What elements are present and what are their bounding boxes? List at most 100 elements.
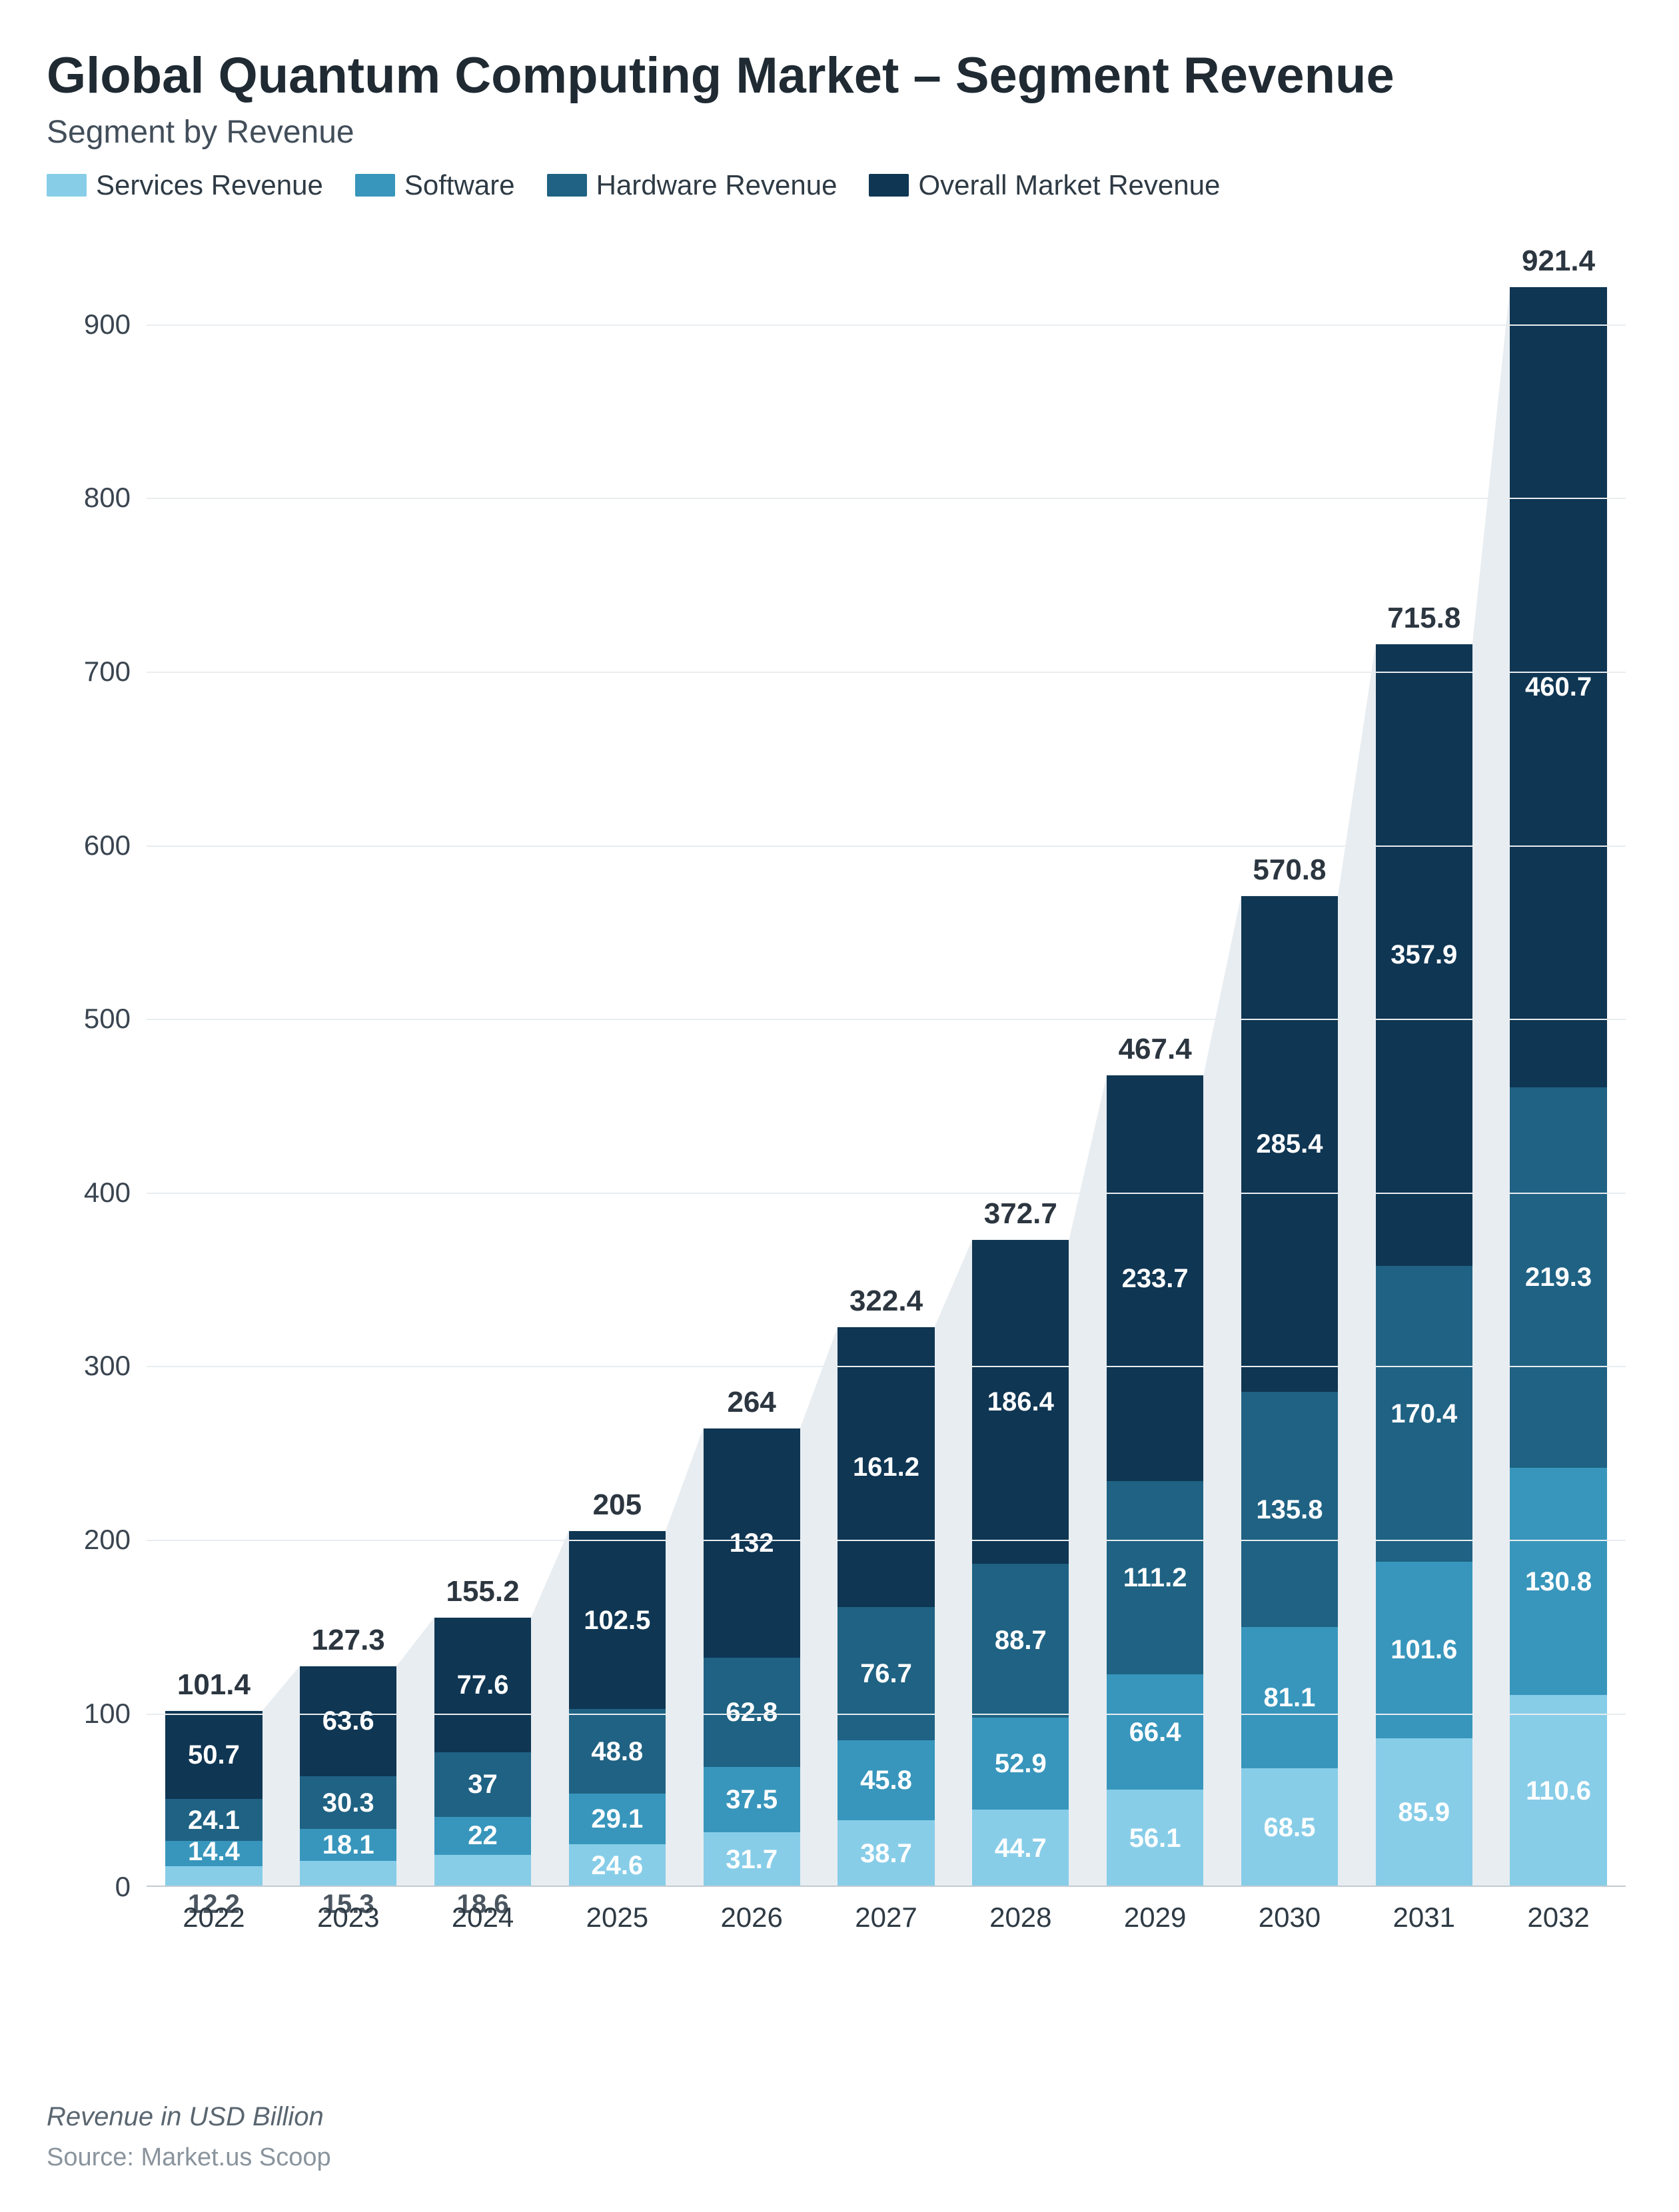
gridline xyxy=(147,498,1626,499)
legend-swatch xyxy=(47,174,87,197)
segment-value-label: 76.7 xyxy=(838,1660,934,1687)
segment-value-label: 66.4 xyxy=(1107,1719,1203,1746)
segment-value-label: 37 xyxy=(434,1771,531,1798)
bar-segment: 101.6 xyxy=(1376,1562,1472,1738)
segment-value-label: 110.6 xyxy=(1510,1778,1606,1804)
x-tick-label: 2027 xyxy=(819,1887,953,1934)
legend-item: Services Revenue xyxy=(47,169,323,201)
segment-value-label: 38.7 xyxy=(838,1840,934,1867)
segment-value-label: 101.6 xyxy=(1376,1636,1472,1663)
bar-segment: 14.4 xyxy=(165,1841,262,1866)
segment-value-label: 233.7 xyxy=(1107,1265,1203,1292)
gridline xyxy=(147,1193,1626,1194)
segment-value-label: 18.1 xyxy=(300,1832,396,1858)
segment-value-label: 132 xyxy=(704,1530,800,1556)
bar-segment: 357.9 xyxy=(1376,644,1472,1266)
gridline xyxy=(147,1540,1626,1541)
legend-label: Software xyxy=(404,169,515,201)
gridline xyxy=(147,324,1626,326)
segment-value-label: 102.5 xyxy=(569,1607,666,1634)
chart-title: Global Quantum Computing Market – Segmen… xyxy=(47,47,1632,105)
segment-value-label: 460.7 xyxy=(1510,674,1606,700)
bar-total-label: 127.3 xyxy=(300,1624,396,1657)
gridline xyxy=(147,1366,1626,1367)
bar-segment: 170.4 xyxy=(1376,1266,1472,1562)
segment-value-label: 22 xyxy=(434,1822,531,1849)
segment-value-label: 186.4 xyxy=(972,1388,1069,1415)
legend-swatch xyxy=(869,174,909,197)
x-tick-label: 2023 xyxy=(281,1887,416,1934)
bar-segment: 132 xyxy=(704,1428,800,1658)
bar-segment: 219.3 xyxy=(1510,1087,1606,1468)
bar-segment: 102.5 xyxy=(569,1531,666,1709)
legend-swatch xyxy=(355,174,395,197)
legend: Services Revenue Software Hardware Revenue… xyxy=(47,169,1632,201)
y-tick-label: 700 xyxy=(84,656,147,688)
plot-area: 12.214.424.150.7101.415.318.130.363.6127… xyxy=(147,255,1626,1887)
segment-value-label: 85.9 xyxy=(1376,1799,1472,1826)
x-tick-label: 2026 xyxy=(684,1887,819,1934)
bar-segment xyxy=(434,1855,531,1887)
legend-label: Services Revenue xyxy=(96,169,323,201)
gridline xyxy=(147,672,1626,673)
legend-item: Hardware Revenue xyxy=(547,169,838,201)
bar-segment: 38.7 xyxy=(838,1820,934,1888)
y-tick-label: 100 xyxy=(84,1698,147,1730)
gridline xyxy=(147,1019,1626,1020)
segment-value-label: 45.8 xyxy=(838,1767,934,1794)
bar-total-label: 715.8 xyxy=(1376,602,1472,635)
bar-segment: 56.1 xyxy=(1107,1790,1203,1887)
x-tick-label: 2025 xyxy=(550,1887,684,1934)
segment-value-label: 63.6 xyxy=(300,1708,396,1734)
bar-segment: 285.4 xyxy=(1241,896,1338,1392)
bar-segment: 37 xyxy=(434,1752,531,1816)
chart-subtitle: Segment by Revenue xyxy=(47,114,1632,151)
legend-label: Hardware Revenue xyxy=(596,169,838,201)
y-tick-label: 200 xyxy=(84,1524,147,1556)
bar-total-label: 570.8 xyxy=(1241,853,1338,887)
chart: 12.214.424.150.7101.415.318.130.363.6127… xyxy=(47,228,1632,1987)
bar-segment: 44.7 xyxy=(972,1810,1069,1888)
segment-value-label: 130.8 xyxy=(1510,1568,1606,1595)
segment-value-label: 52.9 xyxy=(972,1750,1069,1777)
bar-segment: 68.5 xyxy=(1241,1768,1338,1888)
bar-segment: 18.1 xyxy=(300,1829,396,1860)
segment-value-label: 68.5 xyxy=(1241,1814,1338,1841)
bar-segment: 48.8 xyxy=(569,1709,666,1794)
segment-value-label: 48.8 xyxy=(569,1738,666,1765)
y-tick-label: 600 xyxy=(84,830,147,861)
segment-value-label: 24.1 xyxy=(165,1807,262,1834)
segment-value-label: 37.5 xyxy=(704,1786,800,1813)
bar-segment: 460.7 xyxy=(1510,287,1606,1087)
bar-segment: 24.6 xyxy=(569,1844,666,1887)
bar-segment: 37.5 xyxy=(704,1767,800,1832)
segment-value-label: 24.6 xyxy=(569,1852,666,1879)
segment-value-label: 44.7 xyxy=(972,1835,1069,1862)
bar-segment xyxy=(300,1861,396,1888)
source-line: Source: Market.us Scoop xyxy=(47,2143,331,2172)
segment-value-label: 81.1 xyxy=(1241,1684,1338,1711)
bar-segment: 88.7 xyxy=(972,1564,1069,1718)
bar-segment: 50.7 xyxy=(165,1711,262,1799)
segment-value-label: 88.7 xyxy=(972,1627,1069,1654)
bars-layer: 12.214.424.150.7101.415.318.130.363.6127… xyxy=(147,255,1626,1887)
bar-total-label: 921.4 xyxy=(1510,245,1606,278)
segment-value-label: 29.1 xyxy=(569,1806,666,1832)
gridline xyxy=(147,845,1626,847)
bar-segment: 111.2 xyxy=(1107,1481,1203,1674)
segment-value-label: 62.8 xyxy=(704,1699,800,1726)
bar-segment: 186.4 xyxy=(972,1240,1069,1564)
x-tick-label: 2022 xyxy=(147,1887,281,1934)
segment-value-label: 50.7 xyxy=(165,1742,262,1768)
bar-segment: 161.2 xyxy=(838,1327,934,1607)
x-tick-label: 2031 xyxy=(1357,1887,1491,1934)
bar-segment: 110.6 xyxy=(1510,1695,1606,1887)
bar-segment: 62.8 xyxy=(704,1658,800,1767)
segment-value-label: 111.2 xyxy=(1107,1564,1203,1591)
bar-segment: 66.4 xyxy=(1107,1674,1203,1790)
segment-value-label: 161.2 xyxy=(838,1454,934,1480)
bar-total-label: 205 xyxy=(569,1488,666,1522)
bar-total-label: 467.4 xyxy=(1107,1033,1203,1066)
bar-segment: 135.8 xyxy=(1241,1392,1338,1628)
bar-total-label: 264 xyxy=(704,1386,800,1419)
